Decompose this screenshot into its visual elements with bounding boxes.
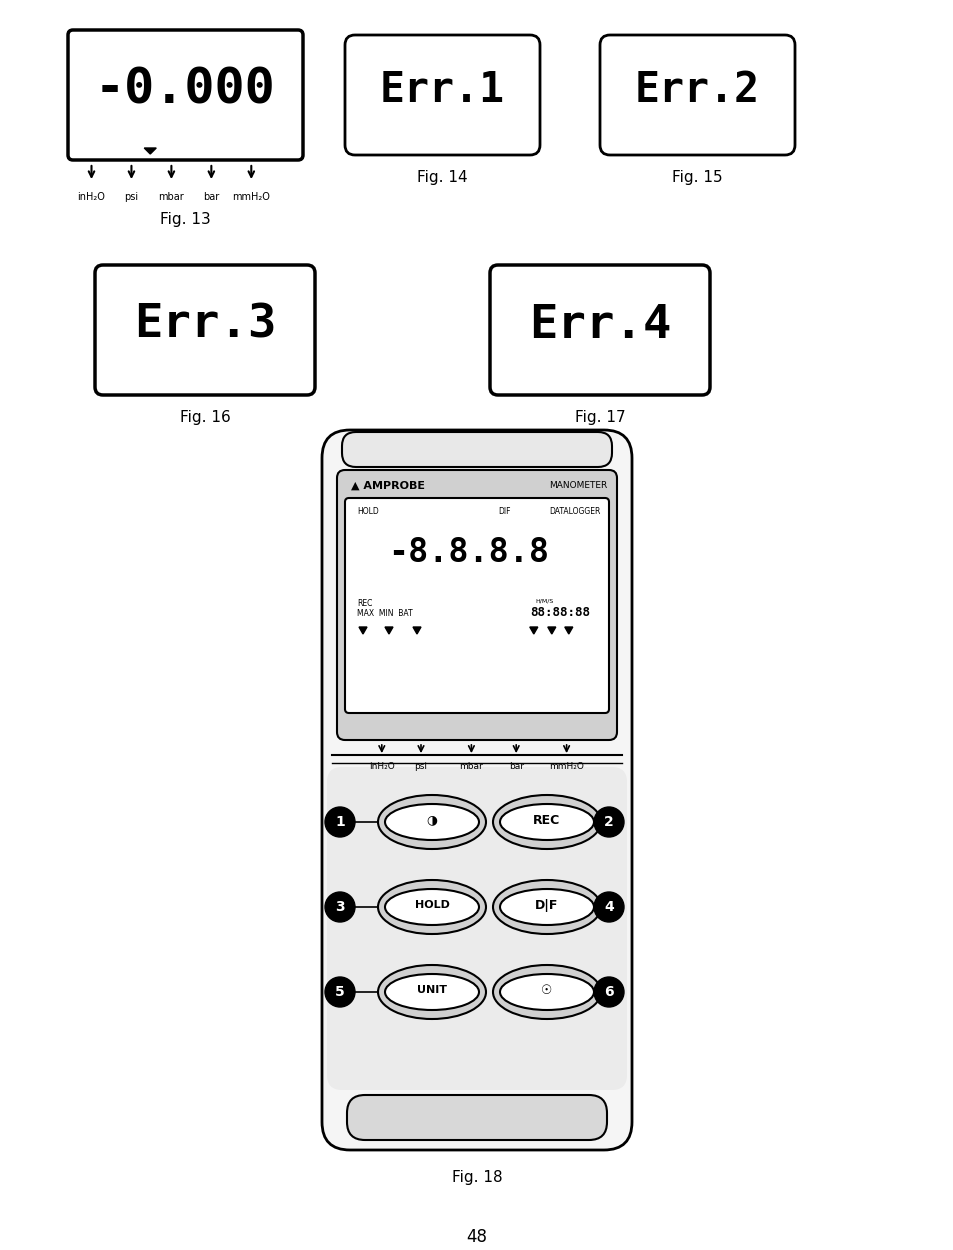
Text: mmH₂O: mmH₂O — [549, 762, 583, 771]
FancyBboxPatch shape — [68, 30, 303, 160]
Text: HOLD: HOLD — [356, 506, 378, 515]
Ellipse shape — [377, 880, 485, 934]
Ellipse shape — [385, 804, 478, 840]
Text: 4: 4 — [603, 900, 613, 914]
Text: psi: psi — [414, 762, 427, 771]
Ellipse shape — [377, 965, 485, 1019]
FancyBboxPatch shape — [347, 1095, 606, 1140]
FancyBboxPatch shape — [95, 265, 314, 395]
Text: inH₂O: inH₂O — [369, 762, 395, 771]
Ellipse shape — [385, 974, 478, 1010]
Circle shape — [325, 892, 355, 922]
Polygon shape — [144, 148, 156, 154]
Text: Fig. 14: Fig. 14 — [416, 170, 467, 185]
Text: bar: bar — [203, 192, 219, 202]
FancyBboxPatch shape — [345, 498, 608, 712]
Circle shape — [325, 978, 355, 1008]
Ellipse shape — [377, 795, 485, 849]
Text: HOLD: HOLD — [415, 900, 449, 910]
FancyBboxPatch shape — [336, 470, 617, 740]
Ellipse shape — [499, 974, 594, 1010]
Circle shape — [594, 892, 623, 922]
Text: Fig. 17: Fig. 17 — [574, 410, 624, 425]
Ellipse shape — [385, 889, 478, 925]
Text: 3: 3 — [335, 900, 344, 914]
FancyBboxPatch shape — [490, 265, 709, 395]
Text: 88:88:88: 88:88:88 — [529, 606, 589, 620]
Circle shape — [325, 808, 355, 838]
Text: inH₂O: inH₂O — [77, 192, 106, 202]
Text: -0.000: -0.000 — [95, 66, 275, 114]
Text: Fig. 16: Fig. 16 — [179, 410, 230, 425]
Text: 6: 6 — [603, 985, 613, 999]
Text: D|F: D|F — [535, 899, 558, 911]
Polygon shape — [547, 628, 556, 634]
Text: Err.4: Err.4 — [528, 302, 671, 348]
Text: 5: 5 — [335, 985, 345, 999]
Polygon shape — [564, 628, 572, 634]
Text: ☉: ☉ — [540, 984, 552, 996]
Ellipse shape — [493, 880, 600, 934]
Circle shape — [594, 808, 623, 838]
Text: H/M/S: H/M/S — [535, 599, 553, 604]
Text: mbar: mbar — [459, 762, 483, 771]
Text: mmH₂O: mmH₂O — [233, 192, 270, 202]
Text: Fig. 13: Fig. 13 — [160, 213, 211, 228]
Text: REC: REC — [533, 814, 560, 826]
Ellipse shape — [499, 889, 594, 925]
Text: REC: REC — [356, 599, 372, 608]
Text: Err.3: Err.3 — [133, 302, 276, 348]
Text: Err.2: Err.2 — [635, 69, 760, 111]
Text: ◑: ◑ — [426, 814, 437, 826]
Polygon shape — [385, 628, 393, 634]
FancyBboxPatch shape — [341, 432, 612, 468]
Text: DATALOGGER: DATALOGGER — [549, 506, 600, 515]
Text: Fig. 15: Fig. 15 — [672, 170, 722, 185]
Text: Fig. 18: Fig. 18 — [451, 1170, 502, 1185]
Circle shape — [594, 978, 623, 1008]
Ellipse shape — [493, 795, 600, 849]
Polygon shape — [529, 628, 537, 634]
Ellipse shape — [499, 804, 594, 840]
Text: Err.1: Err.1 — [379, 69, 504, 111]
Text: bar: bar — [508, 762, 523, 771]
Text: DIF: DIF — [497, 506, 510, 515]
Text: psi: psi — [124, 192, 138, 202]
Text: mbar: mbar — [158, 192, 184, 202]
Text: MAX  MIN  BAT: MAX MIN BAT — [356, 609, 413, 618]
FancyBboxPatch shape — [345, 35, 539, 155]
Text: 2: 2 — [603, 815, 613, 829]
Polygon shape — [413, 628, 420, 634]
FancyBboxPatch shape — [327, 768, 626, 1090]
Text: ▲ AMPROBE: ▲ AMPROBE — [351, 481, 424, 491]
Text: 48: 48 — [466, 1228, 487, 1246]
FancyBboxPatch shape — [599, 35, 794, 155]
Polygon shape — [358, 628, 367, 634]
FancyBboxPatch shape — [322, 430, 631, 1150]
Text: MANOMETER: MANOMETER — [548, 481, 606, 490]
Ellipse shape — [493, 965, 600, 1019]
Text: 1: 1 — [335, 815, 345, 829]
Text: -8.8.8.8: -8.8.8.8 — [388, 536, 549, 570]
Text: UNIT: UNIT — [416, 985, 447, 995]
